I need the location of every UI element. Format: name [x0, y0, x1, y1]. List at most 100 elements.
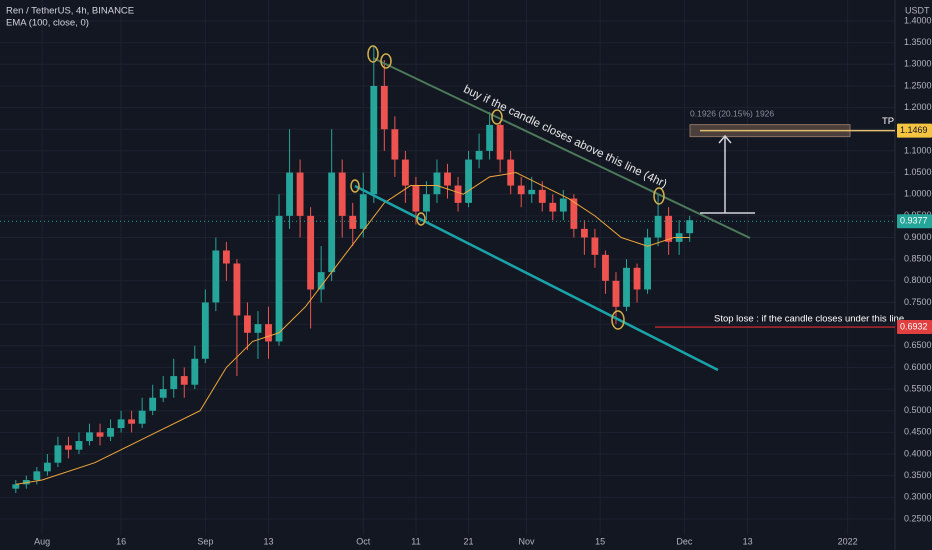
y-tick-label: 1.2000 [904, 102, 932, 112]
candle-body [233, 263, 241, 316]
y-tick-label: 1.4000 [904, 15, 932, 25]
chart-title: Ren / TetherUS, 4h, BINANCE [6, 6, 134, 17]
candle-body [612, 280, 620, 307]
y-tick-label: 0.8500 [904, 254, 932, 264]
candle-body [475, 150, 483, 160]
candle-body [623, 267, 630, 307]
y-tick-label: 0.4000 [904, 448, 932, 458]
candle-body [159, 389, 167, 398]
candle-body [580, 228, 588, 238]
x-tick-label: 16 [116, 536, 126, 546]
x-tick-label: Nov [518, 536, 535, 546]
y-tick-label: 0.3000 [904, 492, 932, 502]
candle-body [201, 302, 209, 359]
x-tick-label: 11 [411, 536, 420, 546]
candle-body [328, 172, 336, 273]
pivot-circles [350, 45, 665, 330]
y-tick-label: 0.8000 [904, 275, 932, 285]
candle-body [212, 250, 220, 303]
y-tick-label: 1.3000 [904, 59, 932, 69]
candle-body [507, 159, 515, 186]
candle-body [686, 220, 694, 234]
candle-body [423, 194, 430, 212]
x-tick-label: 13 [743, 536, 753, 546]
arrow-head [718, 134, 732, 144]
candle-body [338, 172, 346, 216]
y-tick-label: 0.2500 [904, 513, 932, 523]
x-tick-label: 13 [263, 536, 273, 546]
candle-body [265, 324, 272, 342]
candle-body [391, 129, 399, 160]
y-tick-label: 0.3500 [904, 470, 932, 480]
candle-body [380, 85, 388, 130]
y-tick-label: 0.6500 [904, 340, 932, 350]
candle-body [222, 250, 230, 264]
y-tick-label: 1.3500 [904, 37, 932, 47]
candle-body [444, 172, 451, 186]
candle-body [654, 215, 662, 238]
candle-body [286, 172, 293, 216]
x-tick-label: 21 [464, 536, 474, 546]
candle-body [12, 484, 20, 489]
candle-body [486, 124, 494, 151]
candle-body [644, 237, 651, 290]
pivot [611, 310, 625, 330]
candle-body [180, 376, 188, 385]
pivot [380, 53, 392, 69]
pivot [367, 45, 379, 63]
y-tick-label: 0.4500 [904, 427, 932, 437]
candle-body [517, 185, 525, 195]
price-tag [897, 320, 932, 335]
y-tick-label: 1.1000 [904, 145, 932, 155]
candle-body [433, 172, 441, 195]
candle-body [412, 185, 420, 212]
x-tick-label: 15 [595, 536, 605, 546]
candle-body [317, 272, 325, 290]
x-tick-label: Dec [676, 536, 693, 546]
price-tag [897, 123, 932, 138]
candle-body [496, 124, 504, 160]
stop-note: Stop lose : if the candle closes under t… [714, 314, 904, 325]
candle-body [254, 324, 262, 333]
candle-body [33, 471, 41, 481]
y-tick-label: 1.0000 [904, 189, 932, 199]
candle-body [591, 237, 599, 255]
candle-body [633, 267, 641, 290]
pivot [350, 179, 360, 193]
candle-body [570, 198, 578, 229]
price-tag [897, 214, 932, 229]
candle-body [96, 432, 104, 437]
candle-body [349, 215, 357, 229]
candle-body [117, 419, 125, 429]
indicator-label: EMA (100, close, 0) [6, 18, 89, 29]
pivot [491, 109, 503, 125]
candle-body [665, 215, 673, 242]
candle-body [370, 85, 378, 195]
candle-body [275, 215, 283, 342]
y-tick-label: 1.0500 [904, 167, 932, 177]
candle-body [149, 397, 157, 411]
candle-body [107, 428, 114, 437]
axis-unit: USDT [905, 5, 930, 15]
candle-body [86, 432, 93, 442]
x-tick-label: Aug [34, 536, 50, 546]
candle-body [538, 189, 546, 203]
y-tick-label: 0.5000 [904, 405, 932, 415]
y-tick-label: 0.6000 [904, 362, 932, 372]
lower-trend-line [354, 184, 719, 372]
upper-trend-line [372, 57, 751, 239]
candle-body [244, 315, 251, 333]
candle-body [528, 189, 536, 195]
candle-body [138, 410, 146, 424]
candle-body [549, 202, 557, 212]
ema-line [15, 172, 690, 485]
candle-body [170, 376, 178, 390]
pivot [653, 187, 665, 205]
pivot [416, 212, 426, 226]
candle-body [296, 172, 304, 216]
candle-body [128, 419, 136, 424]
candle-body [75, 441, 83, 450]
x-tick-label: 2022 [838, 536, 858, 546]
y-tick-label: 0.9000 [904, 232, 932, 242]
